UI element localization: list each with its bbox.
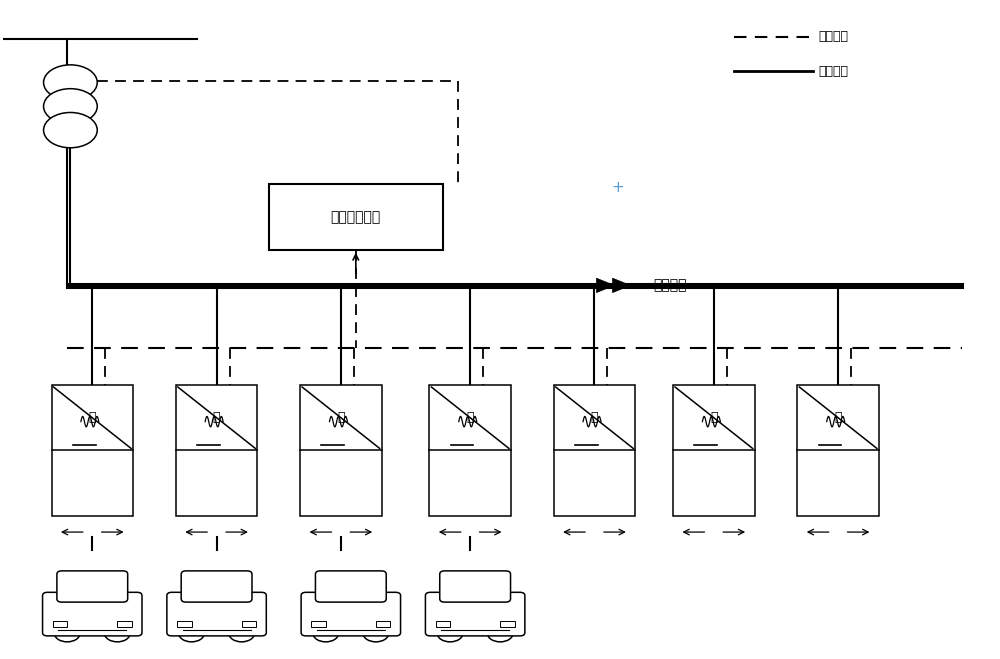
Text: 桦: 桦 [834, 411, 842, 424]
Bar [311, 621, 326, 627]
FancyBboxPatch shape [301, 592, 401, 636]
Circle shape [363, 625, 389, 642]
Circle shape [44, 113, 97, 148]
Bar [500, 621, 515, 627]
Bar [429, 385, 511, 516]
Circle shape [437, 625, 463, 642]
FancyBboxPatch shape [181, 571, 252, 602]
Bar [117, 621, 132, 627]
Bar [242, 621, 256, 627]
FancyBboxPatch shape [43, 592, 142, 636]
Bar [176, 385, 257, 516]
Text: 动力线缆: 动力线缆 [818, 65, 848, 78]
Bar [177, 621, 192, 627]
Circle shape [487, 625, 513, 642]
Bar [52, 385, 133, 516]
Text: 能量管理系纟: 能量管理系纟 [331, 210, 381, 224]
Text: 桦: 桦 [337, 411, 345, 424]
Text: 桦: 桦 [213, 411, 220, 424]
Circle shape [54, 625, 80, 642]
Bar [269, 185, 443, 250]
Bar [376, 621, 390, 627]
Circle shape [44, 65, 97, 100]
Circle shape [105, 625, 130, 642]
Circle shape [313, 625, 339, 642]
Text: 桦: 桦 [710, 411, 718, 424]
FancyBboxPatch shape [425, 592, 525, 636]
Polygon shape [596, 278, 614, 293]
FancyBboxPatch shape [57, 571, 128, 602]
Text: 其他负载: 其他负载 [654, 278, 687, 293]
Bar [53, 621, 67, 627]
Text: +: + [611, 179, 624, 194]
Circle shape [44, 89, 97, 124]
Text: 桦: 桦 [466, 411, 474, 424]
Polygon shape [613, 278, 630, 293]
Bar [673, 385, 755, 516]
Text: 通讯线缆: 通讯线缆 [818, 30, 848, 43]
Bar [797, 385, 879, 516]
Bar [436, 621, 450, 627]
Bar [554, 385, 635, 516]
Circle shape [179, 625, 204, 642]
Text: 桦: 桦 [89, 411, 96, 424]
FancyBboxPatch shape [315, 571, 386, 602]
Text: 桦: 桦 [591, 411, 598, 424]
Circle shape [229, 625, 254, 642]
Bar [300, 385, 382, 516]
FancyBboxPatch shape [440, 571, 511, 602]
FancyBboxPatch shape [167, 592, 266, 636]
